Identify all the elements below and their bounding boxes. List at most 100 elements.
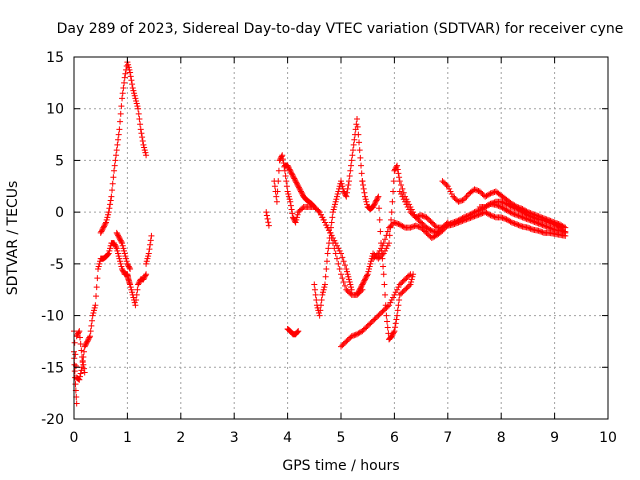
data-point bbox=[279, 156, 286, 163]
data-point bbox=[77, 373, 84, 380]
data-point bbox=[422, 228, 429, 235]
data-point bbox=[284, 162, 291, 169]
data-point bbox=[450, 193, 457, 200]
data-point bbox=[376, 216, 383, 223]
data-point bbox=[117, 258, 124, 265]
data-point bbox=[416, 218, 423, 225]
data-point bbox=[291, 176, 298, 183]
data-point bbox=[140, 276, 147, 283]
data-point bbox=[142, 149, 149, 156]
data-point bbox=[344, 268, 351, 275]
data-point bbox=[121, 247, 128, 254]
data-point bbox=[361, 277, 368, 284]
series-arc-17 bbox=[439, 178, 569, 231]
data-point bbox=[84, 338, 91, 345]
data-point bbox=[543, 216, 550, 223]
data-point bbox=[97, 229, 104, 236]
data-point bbox=[387, 299, 394, 306]
data-point bbox=[145, 250, 152, 257]
data-point bbox=[117, 237, 124, 244]
data-point bbox=[460, 196, 467, 203]
data-point bbox=[133, 291, 140, 298]
data-point bbox=[115, 131, 122, 138]
data-point bbox=[530, 211, 537, 218]
data-point bbox=[110, 174, 117, 181]
data-point bbox=[531, 218, 538, 225]
data-point bbox=[430, 228, 437, 235]
data-point bbox=[407, 224, 414, 231]
data-point bbox=[293, 179, 300, 186]
data-point bbox=[539, 229, 546, 236]
data-point bbox=[415, 213, 422, 220]
data-point bbox=[139, 138, 146, 145]
data-point bbox=[548, 225, 555, 232]
data-point bbox=[89, 312, 96, 319]
data-point bbox=[404, 203, 411, 210]
data-point bbox=[100, 224, 107, 231]
data-point bbox=[456, 218, 463, 225]
data-point bbox=[420, 222, 427, 229]
data-point bbox=[298, 189, 305, 196]
data-point bbox=[392, 320, 399, 327]
data-point bbox=[123, 258, 130, 265]
data-point bbox=[71, 361, 78, 368]
data-point bbox=[375, 193, 382, 200]
data-point bbox=[522, 215, 529, 222]
data-point bbox=[363, 198, 370, 205]
data-point bbox=[379, 308, 386, 315]
data-point bbox=[357, 154, 364, 161]
data-point bbox=[85, 337, 92, 344]
data-point bbox=[350, 332, 357, 339]
data-point bbox=[398, 290, 405, 297]
data-point bbox=[379, 251, 386, 258]
data-point bbox=[354, 116, 361, 123]
data-point bbox=[117, 110, 124, 117]
data-point bbox=[516, 222, 523, 229]
data-point bbox=[528, 210, 535, 217]
data-point bbox=[343, 193, 350, 200]
data-point bbox=[366, 321, 373, 328]
data-point bbox=[535, 220, 542, 227]
data-point bbox=[364, 201, 371, 208]
data-point bbox=[299, 191, 306, 198]
data-point bbox=[296, 185, 303, 192]
data-point bbox=[408, 210, 415, 217]
data-point bbox=[347, 290, 354, 297]
data-point bbox=[83, 341, 90, 348]
data-point bbox=[292, 178, 299, 185]
data-point bbox=[265, 222, 272, 229]
data-point bbox=[380, 263, 387, 270]
data-point bbox=[363, 324, 370, 331]
data-point bbox=[338, 178, 344, 185]
data-point bbox=[116, 126, 123, 133]
data-point bbox=[478, 189, 485, 196]
data-point bbox=[79, 357, 86, 364]
data-point bbox=[376, 254, 383, 261]
data-point bbox=[396, 291, 403, 298]
data-point bbox=[366, 263, 373, 270]
data-point bbox=[382, 302, 389, 309]
data-point bbox=[380, 271, 387, 278]
data-point bbox=[358, 162, 365, 169]
data-point bbox=[361, 189, 368, 196]
data-point bbox=[263, 212, 270, 219]
data-point bbox=[377, 228, 384, 235]
data-point bbox=[293, 180, 300, 187]
series-arc-10 bbox=[281, 162, 355, 293]
data-point bbox=[524, 216, 531, 223]
data-point bbox=[476, 188, 483, 195]
data-point bbox=[288, 206, 295, 213]
data-point bbox=[528, 217, 535, 224]
data-point bbox=[351, 332, 358, 339]
data-point bbox=[400, 277, 407, 284]
data-point bbox=[530, 218, 537, 225]
y-tick-label: 15 bbox=[46, 50, 64, 66]
data-point bbox=[474, 187, 481, 194]
data-point bbox=[312, 291, 319, 298]
data-point bbox=[452, 220, 459, 227]
data-point bbox=[359, 281, 366, 288]
data-point bbox=[490, 213, 497, 220]
data-point bbox=[354, 291, 361, 298]
data-point bbox=[73, 333, 80, 340]
x-tick-label: 9 bbox=[550, 430, 559, 446]
